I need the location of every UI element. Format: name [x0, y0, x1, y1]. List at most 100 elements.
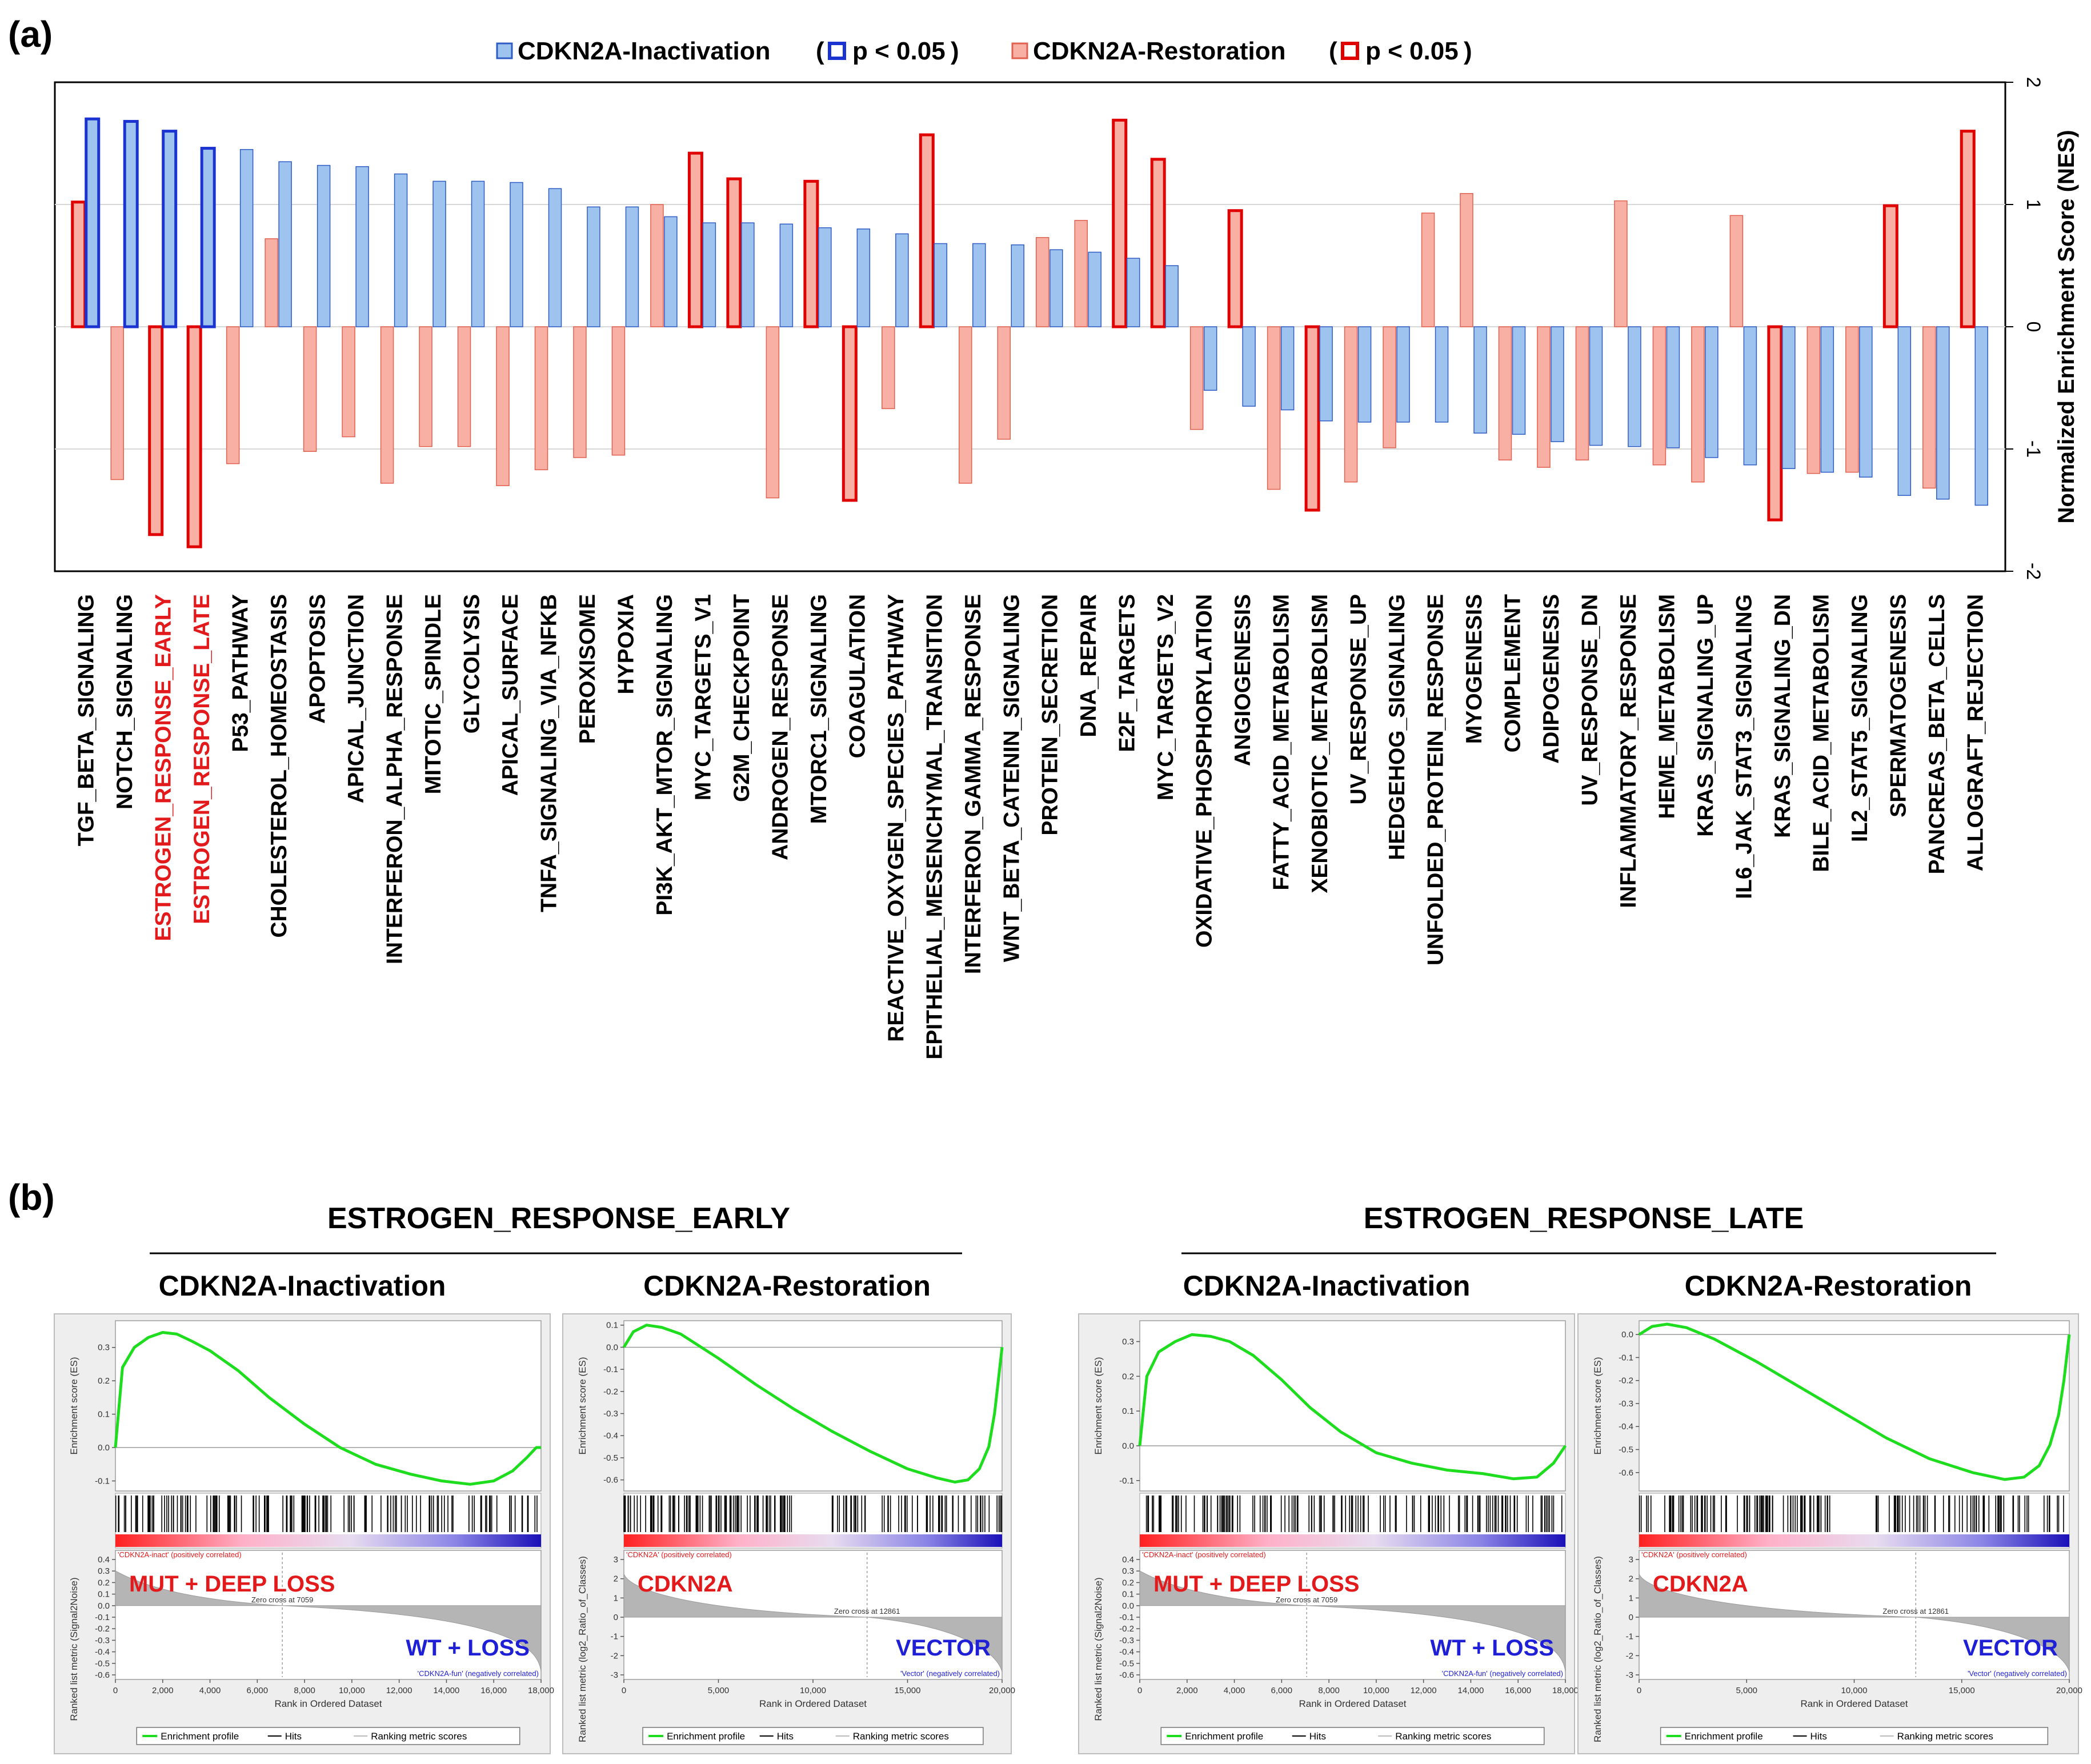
- metric-tick-label: -0.4: [95, 1647, 110, 1657]
- metric-tick-label: 0.3: [1122, 1566, 1134, 1576]
- gsea-legend-box: [1660, 1727, 2049, 1745]
- category-label: HEDGEHOG_SIGNALING: [1385, 594, 1409, 860]
- positive-group-label: MUT + DEEP LOSS: [1153, 1571, 1359, 1597]
- category-label: MYC_TARGETS_V2: [1153, 594, 1178, 800]
- legend-hits-label: Hits: [1810, 1731, 1827, 1742]
- bar-inactivation: [1743, 326, 1757, 466]
- bar-restoration: [1344, 326, 1358, 483]
- bar-inactivation: [1011, 244, 1025, 327]
- gsea-legend-box: [642, 1727, 984, 1745]
- bar-inactivation: [1319, 326, 1333, 422]
- bar-restoration: [919, 133, 935, 328]
- negative-correlation-label: 'CDKN2A-fun' (negatively correlated): [418, 1669, 539, 1678]
- bar-restoration: [342, 326, 355, 438]
- bar-inactivation: [1859, 326, 1873, 478]
- metric-axis-label: Ranked list metric (log2_Ratio_of_Classe…: [1592, 1556, 1603, 1742]
- metric-tick-label: -0.5: [1119, 1659, 1134, 1669]
- category-label: ANDROGEN_RESPONSE: [768, 594, 792, 860]
- es-axis-label: Enrichment score (ES): [69, 1357, 79, 1455]
- panel-a-label: (a): [8, 14, 53, 55]
- bar-inactivation: [432, 181, 446, 327]
- bar-restoration: [534, 326, 548, 471]
- x-tick-label: 10,000: [800, 1686, 826, 1695]
- bar-restoration: [303, 326, 317, 452]
- bar-restoration: [1267, 326, 1281, 490]
- category-label: EPITHELIAL_MESENCHYMAL_TRANSITION: [922, 594, 947, 1060]
- bar-restoration: [882, 326, 895, 410]
- category-label: MYC_TARGETS_V1: [691, 594, 715, 800]
- category-label: ADIPOGENESIS: [1539, 594, 1564, 764]
- bar-inactivation: [1280, 326, 1295, 411]
- bar-inactivation: [664, 216, 678, 327]
- negative-group-label: WT + LOSS: [406, 1635, 530, 1661]
- es-tick-label: 0.0: [1122, 1441, 1134, 1451]
- negative-group-label: VECTOR: [1963, 1635, 2058, 1661]
- bar-inactivation: [702, 222, 716, 327]
- bar-inactivation: [1512, 326, 1526, 435]
- positive-correlation-label: 'CDKN2A' (positively correlated): [626, 1550, 732, 1559]
- category-label: PANCREAS_BETA_CELLS: [1925, 594, 1949, 874]
- group-title-early: ESTROGEN_RESPONSE_EARLY: [327, 1202, 790, 1235]
- bar-restoration: [419, 326, 432, 447]
- metric-tick-label: -1: [611, 1632, 618, 1642]
- ranked-metric-area: [1139, 1570, 1566, 1672]
- x-tick-label: 12,000: [386, 1686, 412, 1695]
- legend-ranking-label: Ranking metric scores: [1897, 1731, 1993, 1742]
- bar-restoration: [1383, 326, 1396, 448]
- bar-restoration: [1767, 325, 1783, 522]
- es-tick-label: -0.3: [603, 1409, 618, 1419]
- gsea-plot: CDKN2A-Inactivation 0.3 0.2 0.1 0.0 -0.1 Enric…: [1078, 1270, 1579, 1754]
- legend-ranking-label: Ranking metric scores: [371, 1731, 467, 1742]
- gsea-subtitle: CDKN2A-Restoration: [1685, 1270, 1972, 1302]
- bar-restoration: [573, 326, 587, 458]
- es-tick-label: -0.5: [1619, 1445, 1633, 1455]
- positive-group-label: CDKN2A: [1653, 1571, 1748, 1597]
- legend-inactivation-sig-label: p < 0.05: [852, 37, 946, 65]
- category-label: UNFOLDED_PROTEIN_RESPONSE: [1424, 594, 1448, 965]
- category-label: MYOGENESIS: [1462, 594, 1487, 744]
- bar-inactivation: [1974, 326, 1989, 506]
- category-label: COMPLEMENT: [1501, 594, 1525, 753]
- es-tick-label: -0.1: [1619, 1353, 1633, 1362]
- x-tick-label: 18,000: [528, 1686, 554, 1695]
- bar-inactivation: [972, 243, 986, 327]
- legend-profile-label: Enrichment profile: [1685, 1731, 1763, 1742]
- bar-restoration: [71, 201, 87, 328]
- category-label: INFLAMMATORY_RESPONSE: [1616, 594, 1641, 908]
- es-tick-label: 0.1: [98, 1410, 110, 1420]
- category-label: ESTROGEN_RESPONSE_LATE: [190, 594, 214, 924]
- category-label: APOPTOSIS: [306, 594, 330, 724]
- metric-tick-label: -0.5: [95, 1659, 110, 1669]
- metric-axis-label: Ranked list metric (Signal2Noise): [1093, 1577, 1104, 1721]
- positive-correlation-label: 'CDKN2A-inact' (positively correlated): [1142, 1550, 1266, 1559]
- bar-restoration: [611, 326, 626, 456]
- es-tick-label: -0.4: [603, 1431, 618, 1441]
- bar-restoration: [1806, 326, 1821, 474]
- bar-restoration: [1652, 326, 1667, 466]
- bar-restoration: [1112, 118, 1128, 328]
- ranked-metric-area: [1639, 1574, 2070, 1673]
- y-tick-label: 1: [2022, 199, 2044, 210]
- category-label: TGF_BETA_SIGNALING: [74, 594, 99, 846]
- category-label: BILE_ACID_METABOLISM: [1809, 594, 1833, 872]
- legend-restoration-sig-swatch: [1341, 42, 1359, 60]
- metric-tick-label: 0.1: [98, 1590, 110, 1599]
- ranked-metric-area: [115, 1570, 542, 1672]
- category-label: FATTY_ACID_METABOLISM: [1269, 594, 1294, 891]
- bar-restoration: [1498, 326, 1512, 461]
- bar-inactivation: [779, 223, 794, 327]
- x-tick-label: 8,000: [1318, 1686, 1340, 1695]
- bar-restoration: [842, 325, 858, 502]
- es-axis-label: Enrichment score (ES): [577, 1357, 588, 1455]
- legend-open-paren-1: (: [816, 37, 824, 65]
- enrichment-profile-line: [1138, 1333, 1567, 1481]
- x-tick-label: 8,000: [294, 1686, 315, 1695]
- gsea-subtitle: CDKN2A-Inactivation: [159, 1270, 446, 1302]
- metric-axis-label: Ranked list metric (Signal2Noise): [69, 1577, 79, 1721]
- bar-inactivation: [1820, 326, 1834, 473]
- category-label: GLYCOLYSIS: [460, 594, 484, 733]
- es-tick-label: 0.3: [1122, 1337, 1134, 1346]
- category-label: UV_RESPONSE_DN: [1577, 594, 1602, 806]
- negative-correlation-label: 'Vector' (negatively correlated): [1968, 1669, 2067, 1678]
- category-label: REACTIVE_OXYGEN_SPECIES_PATHWAY: [884, 594, 908, 1042]
